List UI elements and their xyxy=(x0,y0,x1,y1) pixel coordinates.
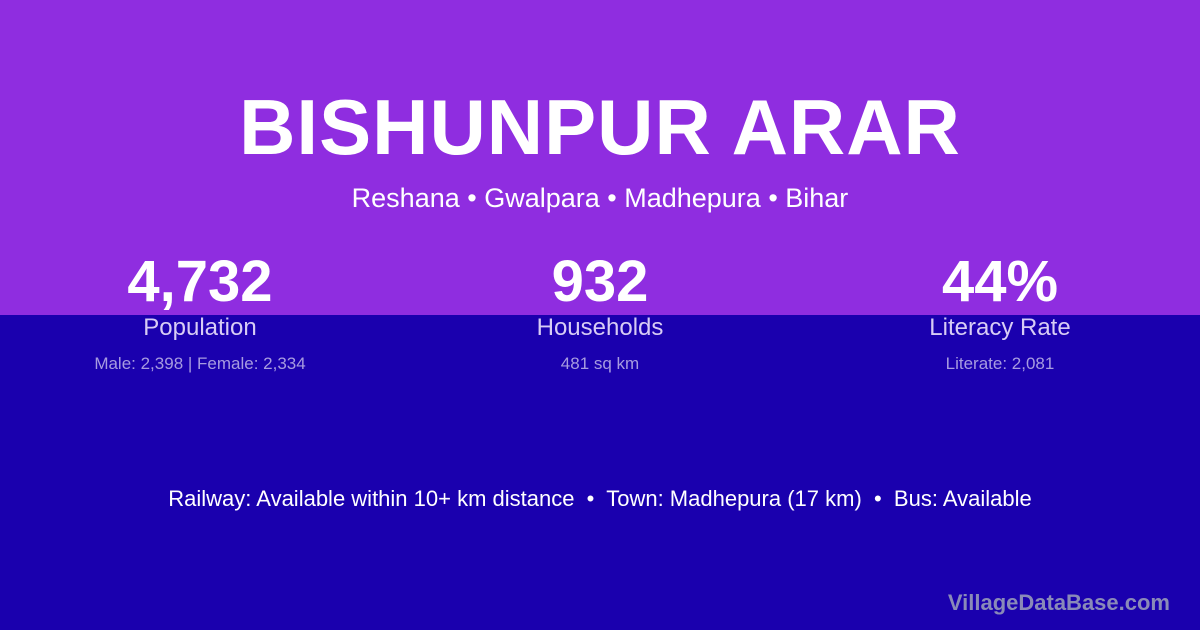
stat-value: 4,732 xyxy=(127,249,273,314)
stat-detail: Male: 2,398 | Female: 2,334 xyxy=(94,354,306,373)
stat-value: 932 xyxy=(551,249,649,314)
stat-detail: 481 sq km xyxy=(560,354,640,373)
location-breadcrumb: Reshana • Gwalpara • Madhepura • Bihar xyxy=(351,183,849,213)
header-band xyxy=(0,0,1200,315)
stat-label: Population xyxy=(143,314,257,341)
stat-label: Literacy Rate xyxy=(929,314,1071,341)
stat-label: Households xyxy=(536,314,664,341)
brand-logo: VillageDataBase.com xyxy=(947,590,1170,615)
stat-value: 44% xyxy=(941,249,1059,314)
stat-detail: Literate: 2,081 xyxy=(945,354,1055,373)
page-title: BISHUNPUR ARAR xyxy=(239,83,961,171)
connectivity-info: Railway: Available within 10+ km distanc… xyxy=(168,486,1032,511)
